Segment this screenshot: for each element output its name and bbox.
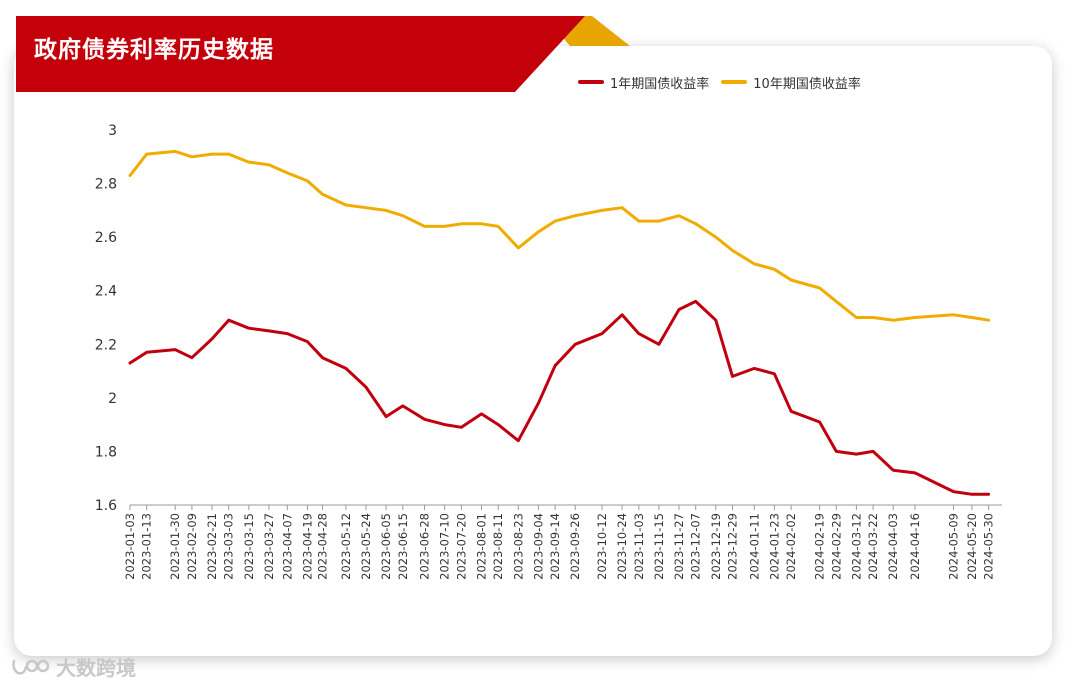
chart-title: 政府债券利率历史数据 (34, 37, 274, 63)
x-tick-label: 2024-04-03 (886, 513, 900, 580)
x-tick-label: 2023-11-03 (632, 513, 646, 580)
legend-label-10y: 10年期国债收益率 (753, 76, 861, 92)
x-tick-label: 2023-06-15 (396, 513, 410, 580)
y-tick-label: 1.8 (95, 444, 117, 460)
title-banner (16, 16, 630, 92)
legend-label-1y: 1年期国债收益率 (610, 76, 710, 92)
legend-swatch-10y (721, 80, 748, 84)
x-tick-label: 2024-02-19 (813, 513, 827, 580)
x-tick-label: 2023-06-28 (418, 513, 432, 580)
y-tick-label: 2.2 (95, 337, 117, 353)
x-tick-label: 2023-05-12 (339, 513, 353, 580)
x-tick-label: 2023-01-13 (140, 513, 154, 580)
x-tick-label: 2024-03-12 (849, 513, 863, 580)
x-tick-label: 2024-04-16 (908, 513, 922, 580)
x-tick-label: 2023-07-10 (438, 513, 452, 580)
x-tick-label: 2024-03-22 (866, 513, 880, 580)
x-tick-label: 2023-12-29 (726, 513, 740, 580)
x-tick-label: 2024-01-23 (767, 513, 781, 580)
x-tick-label: 2023-01-30 (168, 513, 182, 580)
x-tick-label: 2023-09-04 (531, 513, 545, 580)
x-tick-label: 2023-04-28 (315, 513, 329, 580)
y-axis: 1.6 1.8 2 2.2 2.4 2.6 2.8 3 (95, 123, 117, 514)
x-tick-label: 2023-04-19 (300, 513, 314, 580)
x-tick-label: 2024-05-30 (982, 513, 996, 580)
y-tick-label: 2.6 (95, 230, 117, 246)
x-tick-label: 2023-12-19 (709, 513, 723, 580)
x-tick-label: 2023-11-27 (672, 513, 686, 580)
x-tick-label: 2023-04-07 (280, 513, 294, 580)
x-tick-label: 2024-05-20 (965, 513, 979, 580)
x-tick-label: 2023-02-21 (205, 513, 219, 580)
legend-item-10y: 10年期国债收益率 (721, 73, 861, 92)
x-tick-label: 2023-03-03 (222, 513, 236, 580)
x-tick-label: 2023-02-09 (185, 513, 199, 580)
x-tick-label: 2023-06-05 (379, 513, 393, 580)
x-tick-label: 2023-08-23 (511, 513, 525, 580)
legend-swatch-1y (578, 80, 604, 84)
series-layer (128, 149, 991, 496)
x-tick-label: 2024-01-11 (747, 513, 761, 580)
x-tick-label: 2023-12-07 (689, 513, 703, 580)
watermark: 大数跨境 (10, 652, 136, 681)
chart-legend: 1年期国债收益率 10年期国债收益率 (578, 72, 873, 92)
watermark-text: 大数跨境 (56, 656, 136, 680)
x-tick-label: 2023-10-12 (595, 513, 609, 580)
x-tick-label: 2024-02-29 (829, 513, 843, 580)
x-tick-label: 2023-11-15 (652, 513, 666, 580)
x-tick-label: 2024-05-09 (946, 513, 960, 580)
banner-red-ribbon (16, 16, 585, 92)
x-tick-label: 2023-09-26 (568, 513, 582, 580)
series-line-10y (128, 149, 991, 322)
y-tick-label: 3 (108, 123, 117, 139)
watermark-logo-icon (12, 659, 50, 675)
y-tick-label: 1.6 (95, 498, 117, 514)
y-tick-label: 2.8 (95, 177, 117, 193)
y-tick-label: 2.4 (95, 284, 117, 300)
series-line-1y (128, 299, 991, 496)
legend-item-1y: 1年期国债收益率 (578, 73, 709, 92)
x-tick-label: 2023-08-01 (474, 513, 488, 580)
x-tick-label: 2023-09-14 (548, 513, 562, 580)
chart-card (14, 46, 1052, 656)
x-tick-label: 2024-02-02 (784, 513, 798, 580)
x-tick-label: 2023-07-20 (454, 513, 468, 580)
x-tick-label: 2023-08-11 (491, 513, 505, 580)
x-tick-label: 2023-03-15 (242, 513, 256, 580)
x-axis: 2023-01-03 2023-01-13 2023-01-30 2023-02-09… (123, 504, 1002, 580)
y-tick-label: 2 (108, 391, 117, 407)
x-tick-label: 2023-05-24 (359, 513, 373, 580)
x-tick-label: 2023-03-27 (262, 513, 276, 580)
x-tick-label: 2023-10-24 (615, 513, 629, 580)
x-tick-label: 2023-01-03 (123, 513, 137, 580)
